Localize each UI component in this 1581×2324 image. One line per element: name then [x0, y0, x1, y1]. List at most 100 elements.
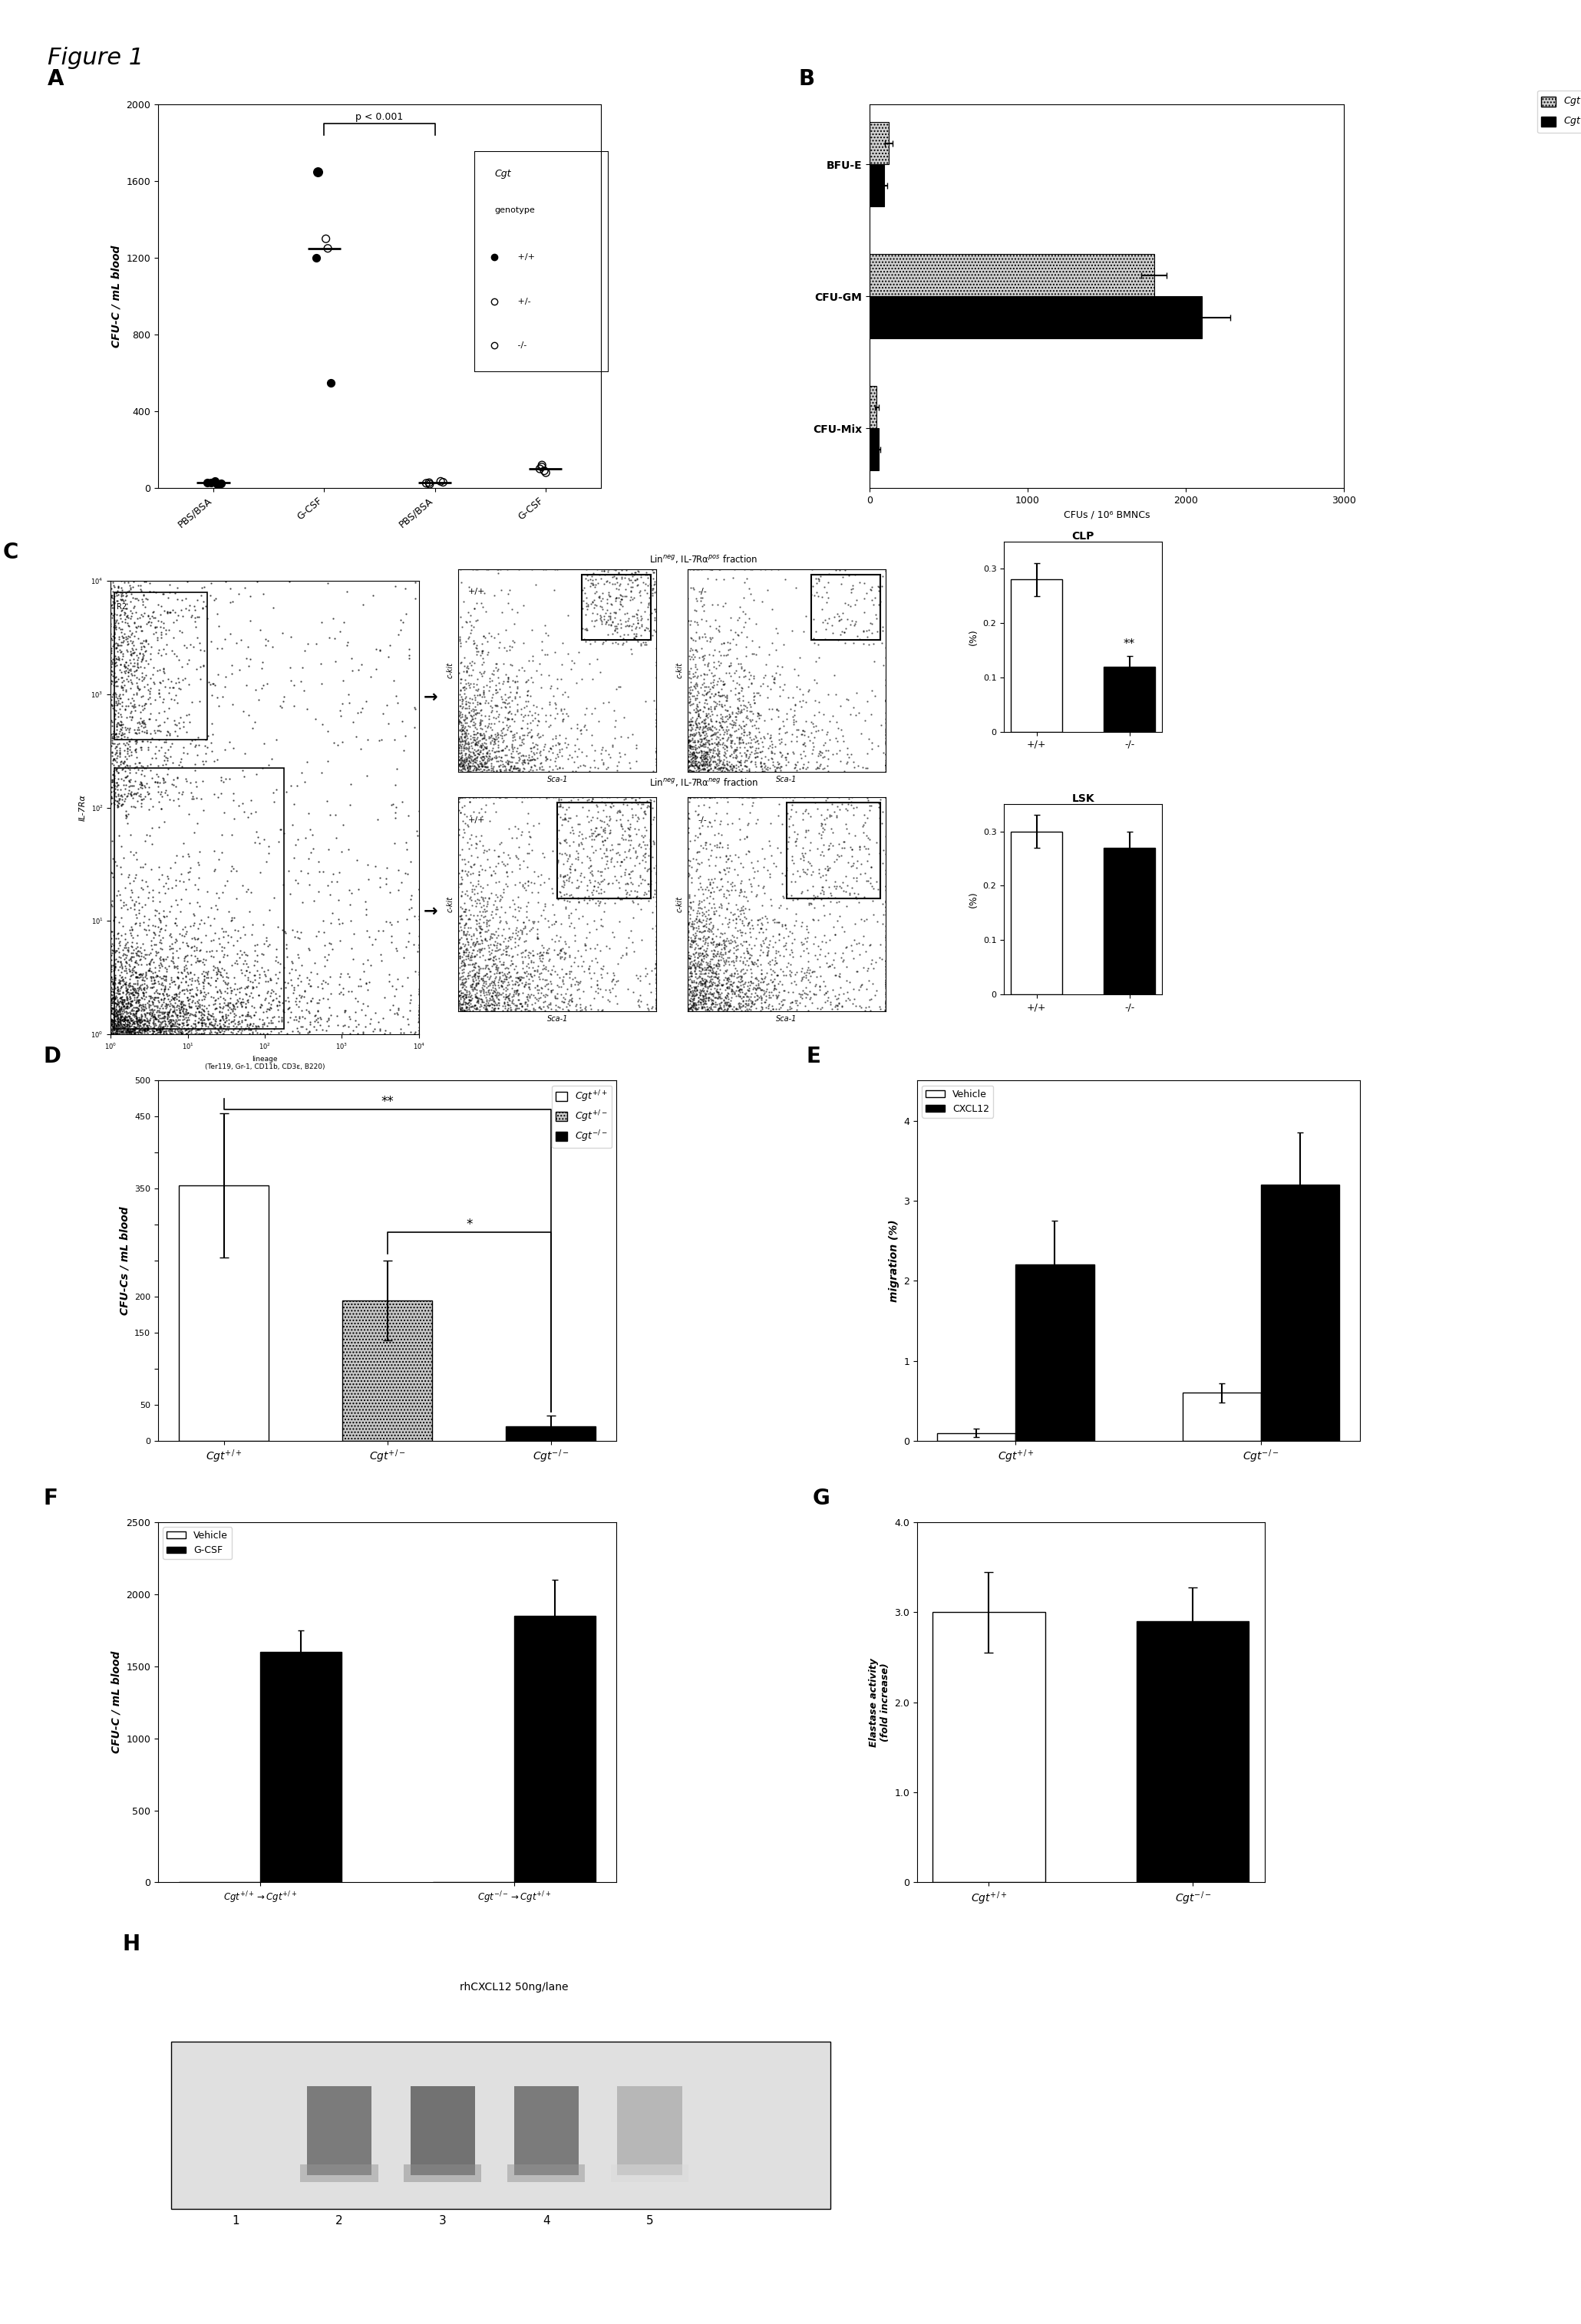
- Point: [111, 839, 136, 876]
- Point: [539, 955, 564, 992]
- Point: [100, 588, 125, 625]
- Point: [114, 576, 139, 614]
- Point: [692, 618, 718, 655]
- Point: [748, 744, 773, 781]
- Point: [609, 858, 634, 895]
- Point: [716, 939, 741, 976]
- Point: [575, 792, 601, 830]
- Point: [327, 955, 353, 992]
- Point: [707, 725, 732, 762]
- Point: [177, 586, 202, 623]
- Point: [504, 839, 530, 876]
- Point: [699, 951, 724, 988]
- Point: [512, 967, 538, 1004]
- Point: [163, 1013, 188, 1050]
- Point: [738, 744, 764, 781]
- Point: [128, 1011, 153, 1048]
- Point: [528, 737, 553, 774]
- Point: [147, 713, 172, 751]
- Point: [466, 795, 492, 832]
- Point: [683, 737, 708, 774]
- Point: [111, 934, 136, 971]
- Point: [202, 851, 228, 888]
- Point: [452, 718, 477, 755]
- Point: [373, 848, 398, 885]
- Point: [606, 604, 631, 641]
- Point: [624, 567, 650, 604]
- Point: [141, 1006, 166, 1043]
- Point: [160, 744, 185, 781]
- Point: [447, 621, 473, 658]
- Point: [686, 734, 711, 772]
- Point: [120, 567, 145, 604]
- Point: [106, 999, 131, 1037]
- Point: [122, 948, 147, 985]
- Point: [232, 916, 258, 953]
- Point: [493, 855, 519, 892]
- Point: [101, 916, 126, 953]
- Point: [457, 820, 482, 858]
- Point: [596, 779, 621, 816]
- Point: [370, 999, 395, 1037]
- Point: [152, 897, 177, 934]
- Point: [131, 969, 157, 1006]
- Point: [691, 725, 716, 762]
- Point: [607, 586, 632, 623]
- Point: [710, 937, 735, 974]
- Point: [643, 990, 669, 1027]
- Y-axis label: CFU-C / mL blood: CFU-C / mL blood: [111, 1650, 122, 1755]
- Point: [688, 739, 713, 776]
- Point: [163, 1004, 188, 1041]
- Point: [594, 551, 620, 588]
- Point: [811, 751, 836, 788]
- Point: [727, 971, 753, 1009]
- Point: [678, 748, 704, 786]
- Point: [553, 988, 579, 1025]
- Point: [550, 962, 575, 999]
- Point: [515, 978, 541, 1016]
- Point: [454, 937, 479, 974]
- Point: [699, 976, 724, 1013]
- Point: [255, 971, 280, 1009]
- Point: [487, 953, 512, 990]
- Point: [613, 937, 639, 974]
- Point: [685, 971, 710, 1009]
- Point: [764, 653, 789, 690]
- Point: [704, 946, 729, 983]
- Point: [873, 711, 898, 748]
- Point: [153, 988, 179, 1025]
- Point: [623, 839, 648, 876]
- Point: [813, 739, 838, 776]
- Point: [707, 734, 732, 772]
- Point: [474, 709, 500, 746]
- Point: [765, 744, 790, 781]
- Point: [833, 790, 858, 827]
- Point: [579, 565, 604, 602]
- Point: [697, 948, 723, 985]
- Point: [164, 976, 190, 1013]
- Point: [503, 751, 528, 788]
- Point: [199, 1006, 225, 1043]
- Point: [128, 1013, 153, 1050]
- Text: H: H: [123, 1934, 141, 1954]
- Point: [803, 614, 828, 651]
- Point: [713, 983, 738, 1020]
- Point: [501, 716, 526, 753]
- Point: [795, 718, 821, 755]
- Point: [519, 955, 544, 992]
- Point: [103, 1009, 128, 1046]
- Point: [100, 971, 125, 1009]
- Point: [726, 690, 751, 727]
- Point: [692, 746, 718, 783]
- Point: [104, 983, 130, 1020]
- Point: [449, 711, 474, 748]
- Point: [447, 753, 473, 790]
- Text: +/+: +/+: [468, 816, 485, 825]
- Point: [462, 969, 487, 1006]
- Point: [125, 1013, 150, 1050]
- Point: [378, 923, 403, 960]
- Point: [813, 967, 838, 1004]
- Point: [724, 737, 749, 774]
- Point: [482, 983, 508, 1020]
- Point: [449, 732, 474, 769]
